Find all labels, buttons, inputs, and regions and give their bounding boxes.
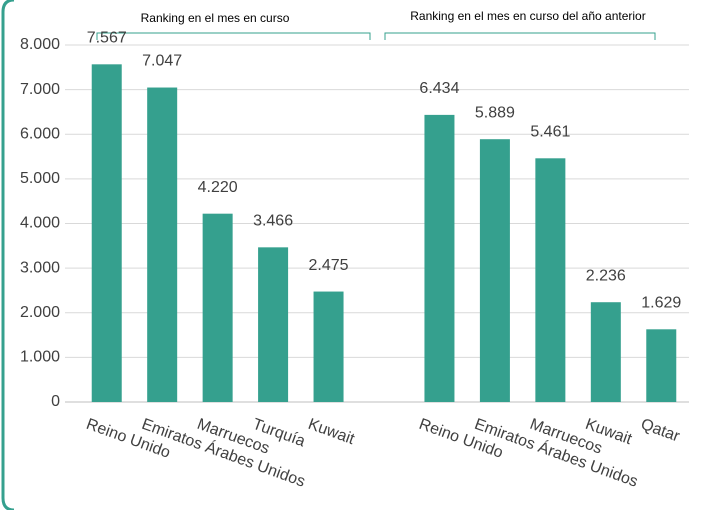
y-tick-label: 2.000 [20,304,60,321]
data-label: 2.475 [309,257,349,274]
data-label: 4.220 [198,179,238,196]
y-tick-label: 7.000 [20,81,60,98]
bar [479,139,510,402]
data-label: 5.461 [530,124,570,141]
y-tick-label: 8.000 [20,36,60,53]
data-label: 3.466 [253,213,293,230]
data-label: 2.236 [586,267,626,284]
bar [646,329,677,402]
data-label: 1.629 [641,295,681,312]
bracket [384,32,656,40]
y-tick-label: 6.000 [20,125,60,142]
x-tick-label: Kuwait [306,416,357,449]
data-label: 5.889 [475,104,515,121]
bar [424,114,455,402]
data-label: 7.567 [87,30,127,47]
bar [91,64,122,402]
annotation: Ranking en el mes en curso del año anter… [410,9,645,23]
y-tick-label: 4.000 [20,215,60,232]
bar [590,302,621,402]
bar [313,291,344,402]
bar [535,158,566,402]
frame-edge [1,0,15,510]
data-label: 6.434 [419,80,459,97]
y-tick-label: 3.000 [20,259,60,276]
bar [147,87,178,403]
x-tick-label: Qatar [638,416,682,446]
bar [258,247,289,402]
bracket [96,32,371,40]
bar [202,213,233,402]
y-tick-label: 0 [51,393,60,410]
data-label: 7.047 [142,53,182,70]
annotation: Ranking en el mes en curso [141,11,290,25]
y-tick-label: 5.000 [20,170,60,187]
y-tick-label: 1.000 [20,349,60,366]
